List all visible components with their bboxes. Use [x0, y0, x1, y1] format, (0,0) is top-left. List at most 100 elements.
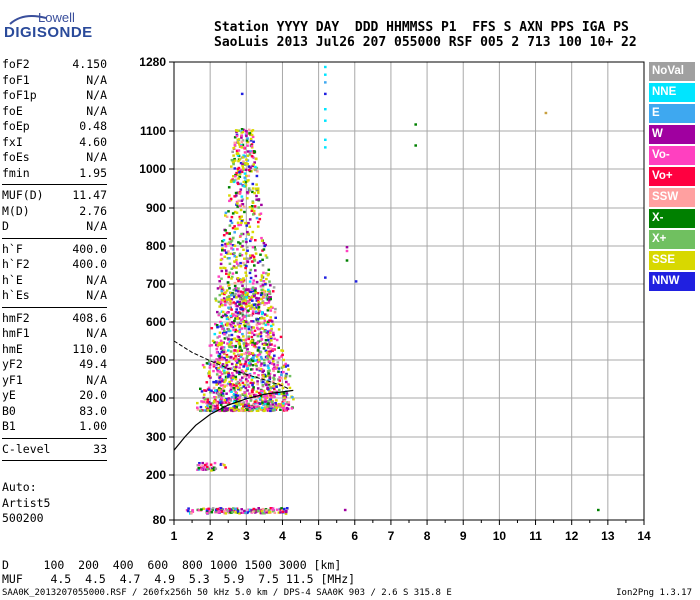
echo-point — [251, 310, 255, 313]
echo-point — [233, 195, 236, 198]
echo-point — [277, 367, 281, 370]
echo-point — [218, 376, 222, 379]
echo-point — [211, 406, 215, 409]
param-value: 20.0 — [79, 388, 107, 402]
y-tick-label: 1280 — [139, 55, 166, 69]
echo-point — [221, 314, 225, 318]
echo-point — [209, 463, 213, 466]
echo-point — [247, 402, 250, 406]
echo-point — [211, 508, 214, 511]
echo-point — [237, 388, 240, 391]
echo-point — [285, 507, 289, 510]
echo-point — [236, 321, 240, 324]
legend-item-vo: Vo- — [649, 146, 695, 165]
echo-point — [235, 406, 238, 409]
echo-point — [226, 382, 230, 386]
echo-point — [200, 508, 203, 511]
echo-point — [261, 327, 265, 330]
echo-point — [197, 463, 201, 467]
echo-point — [268, 372, 272, 376]
echo-point — [257, 367, 261, 370]
echo-point — [242, 160, 245, 163]
echo-point — [278, 388, 281, 392]
echo-point — [221, 384, 225, 387]
echo-point — [260, 203, 263, 207]
echo-point — [227, 306, 230, 309]
echo-point — [227, 210, 230, 213]
echo-point — [277, 392, 281, 396]
echo-point — [241, 317, 245, 320]
echo-point — [243, 176, 247, 179]
echo-point — [236, 404, 239, 407]
echo-point — [233, 231, 236, 234]
param-value: N/A — [86, 272, 107, 287]
echo-point — [231, 338, 235, 341]
echo-point — [254, 311, 258, 315]
echo-point — [245, 132, 249, 135]
echo-point — [236, 262, 239, 265]
echo-point — [230, 390, 233, 393]
echo-point — [251, 246, 255, 249]
echo-point — [272, 393, 275, 396]
param-value: N/A — [86, 103, 107, 118]
echo-point — [234, 328, 238, 331]
echo-point — [248, 132, 251, 135]
echo-point — [246, 321, 250, 325]
echo-point — [247, 174, 251, 178]
echo-point — [264, 339, 268, 342]
echo-point — [262, 374, 265, 377]
echo-point — [251, 341, 254, 344]
echo-point — [215, 366, 218, 370]
echo-point — [226, 296, 229, 299]
echo-point — [251, 510, 255, 514]
echo-point — [222, 297, 226, 300]
y-tick-label: 600 — [146, 315, 166, 329]
echo-point — [242, 156, 245, 159]
echo-point — [270, 407, 273, 410]
echo-point — [218, 388, 221, 392]
echo-point — [242, 342, 246, 345]
echo-point — [231, 507, 235, 510]
echo-point — [246, 260, 250, 264]
echo-point — [235, 296, 238, 299]
echo-point — [238, 217, 242, 220]
echo-point — [248, 225, 252, 228]
echo-point — [207, 386, 211, 389]
echo-point — [265, 331, 268, 334]
echo-point — [232, 154, 235, 157]
echo-point — [240, 280, 243, 284]
echo-point — [225, 289, 229, 292]
param-group-3: h`F 400.0 h`F2 400.0 h`E N/A h`Es N/A — [2, 242, 107, 304]
echo-point — [218, 341, 221, 345]
echo-point — [223, 249, 227, 252]
echo-point — [244, 386, 248, 390]
muf-distance-table: D 100 200 400 600 800 1000 1500 3000 [km… — [2, 558, 355, 586]
echo-point — [235, 363, 238, 366]
echo-point — [207, 388, 211, 391]
echo-point — [221, 299, 224, 302]
param-value: N/A — [86, 372, 107, 387]
echo-point — [246, 408, 249, 411]
echo-point — [245, 344, 248, 348]
echo-point — [235, 407, 239, 411]
echo-point — [241, 139, 245, 142]
echo-point — [239, 265, 243, 268]
echo-point — [268, 341, 271, 344]
echo-point — [223, 255, 227, 258]
echo-point — [202, 393, 206, 396]
echo-point — [265, 297, 268, 300]
echo-point — [251, 287, 254, 291]
echo-point — [208, 409, 212, 412]
param-separator — [2, 184, 107, 185]
echo-point — [288, 386, 292, 390]
echo-point — [280, 355, 283, 358]
echo-point — [240, 199, 244, 202]
echo-point — [275, 406, 279, 409]
echo-point — [271, 367, 275, 371]
echo-point — [259, 335, 263, 338]
echo-point — [272, 408, 276, 411]
echo-point — [196, 406, 199, 409]
echo-point — [232, 266, 235, 269]
param-value: N/A — [86, 326, 107, 340]
echo-point — [279, 511, 282, 514]
